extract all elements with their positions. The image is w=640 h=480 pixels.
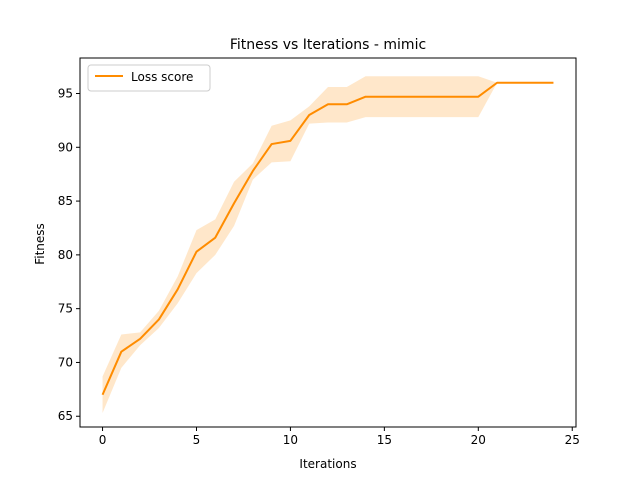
y-axis-label: Fitness xyxy=(33,223,47,265)
y-tick-label: 75 xyxy=(58,302,73,316)
y-tick-label: 65 xyxy=(58,409,73,423)
x-axis: 0 5 10 15 20 25 xyxy=(99,427,580,447)
legend-box xyxy=(87,64,211,92)
legend-label: Loss score xyxy=(131,70,193,84)
y-tick-label: 90 xyxy=(58,140,73,154)
x-axis-label: Iterations xyxy=(299,457,356,471)
y-tick-label: 85 xyxy=(58,194,73,208)
legend: Loss score xyxy=(87,64,211,92)
confidence-band-layer xyxy=(102,76,554,414)
series-line-layer xyxy=(101,81,554,396)
plot-area-frame xyxy=(79,57,577,428)
y-tick-label: 95 xyxy=(58,87,73,101)
x-tick-label: 25 xyxy=(565,433,580,447)
x-tick-label: 15 xyxy=(377,433,392,447)
y-tick-label: 80 xyxy=(58,248,73,262)
x-tick-label: 0 xyxy=(99,433,107,447)
series-line-loss-score xyxy=(101,81,554,396)
chart-title: Fitness vs Iterations - mimic xyxy=(230,37,426,53)
x-tick-label: 10 xyxy=(283,433,298,447)
x-tick-label: 20 xyxy=(471,433,486,447)
x-tick-label: 5 xyxy=(193,433,201,447)
confidence-band xyxy=(102,76,554,414)
y-tick-label: 70 xyxy=(58,355,73,369)
y-axis: 65 70 75 80 85 90 95 xyxy=(58,87,80,423)
